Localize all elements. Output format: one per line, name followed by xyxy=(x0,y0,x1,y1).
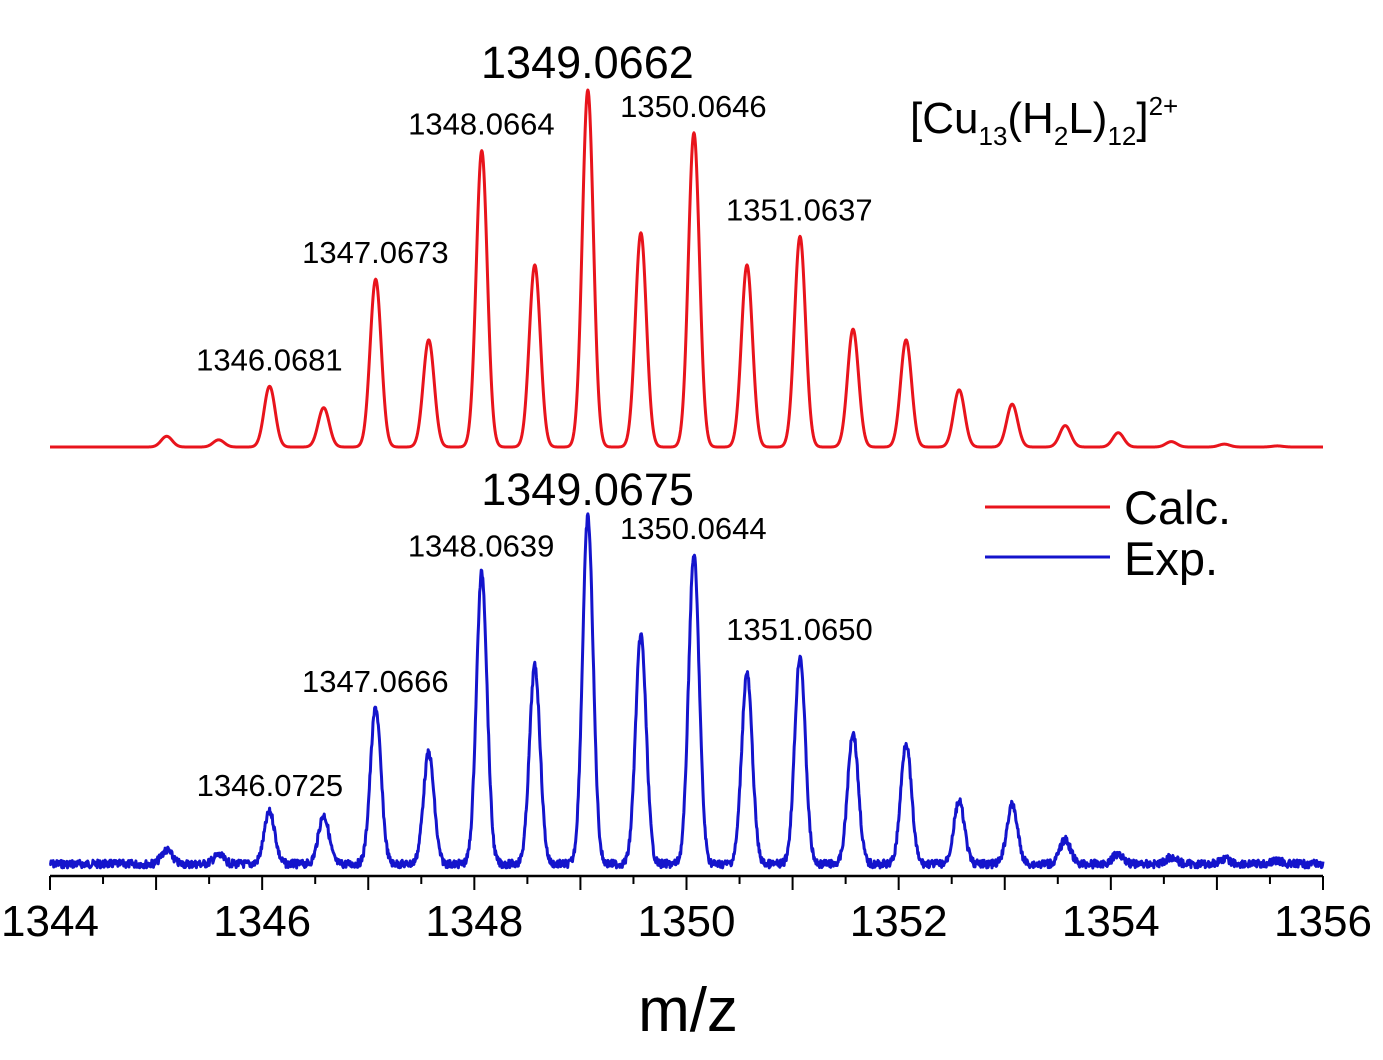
formula-subscript: 12 xyxy=(1107,121,1136,151)
formula-part: L) xyxy=(1068,94,1107,143)
x-tick-label: 1344 xyxy=(1,897,99,946)
legend-label-exp: Exp. xyxy=(1124,532,1218,585)
x-tick-label: 1346 xyxy=(213,897,311,946)
peak-label: 1351.0637 xyxy=(726,192,873,227)
peak-label: 1347.0673 xyxy=(302,235,449,270)
formula-annotation: [Cu13(H2L)12]2+ xyxy=(910,91,1178,151)
x-tick-label: 1354 xyxy=(1062,897,1160,946)
x-tick-label: 1348 xyxy=(425,897,523,946)
x-tick-label: 1352 xyxy=(850,897,948,946)
legend-label-calc: Calc. xyxy=(1124,481,1231,534)
formula-part: ] xyxy=(1136,94,1148,143)
peak-label: 1350.0646 xyxy=(620,89,767,124)
peak-label: 1349.0675 xyxy=(481,464,694,515)
formula-superscript: 2+ xyxy=(1149,91,1179,121)
series-layer xyxy=(48,88,1325,870)
x-tick-label: 1356 xyxy=(1274,897,1372,946)
x-axis: 1344 1346 1348 1350 1352 1354 1356 xyxy=(1,874,1372,946)
peak-label: 1347.0666 xyxy=(302,664,449,699)
x-axis-title: m/z xyxy=(638,976,738,1045)
peak-label: 1346.0725 xyxy=(197,768,344,803)
formula-subscript: 13 xyxy=(978,121,1007,151)
peak-label: 1351.0650 xyxy=(726,612,873,647)
formula-part: [Cu xyxy=(910,94,978,143)
peak-label: 1348.0639 xyxy=(408,529,555,564)
formula-subscript: 2 xyxy=(1054,121,1068,151)
peak-label-layer: 1346.06811347.06731348.06641349.06621350… xyxy=(196,37,873,803)
series-line-calc xyxy=(49,88,1324,449)
peak-label: 1349.0662 xyxy=(481,37,694,88)
peak-label: 1350.0644 xyxy=(620,511,767,546)
x-tick-label: 1350 xyxy=(638,897,736,946)
peak-label: 1348.0664 xyxy=(408,107,555,142)
legend: Calc. Exp. xyxy=(985,481,1231,585)
peak-label: 1346.0681 xyxy=(196,342,343,377)
series-line-exp xyxy=(48,512,1325,870)
svg-text:[Cu13(H2L)12]2+: [Cu13(H2L)12]2+ xyxy=(910,91,1178,151)
formula-part: (H xyxy=(1007,94,1053,143)
